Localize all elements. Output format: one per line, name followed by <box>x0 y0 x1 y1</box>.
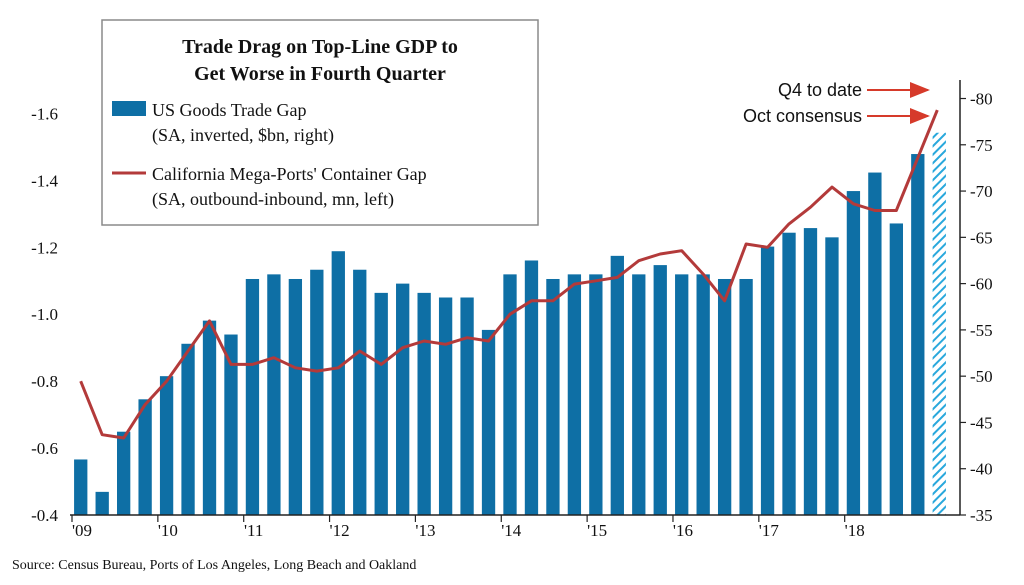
x-tick-label-4: '13 <box>415 521 435 540</box>
left-tick-label-2: -0.8 <box>31 372 58 391</box>
bar-20 <box>503 274 517 515</box>
bar-1 <box>95 491 109 515</box>
legend-frame <box>101 19 539 226</box>
bar-23 <box>567 274 582 515</box>
bar-21 <box>524 260 539 515</box>
bar-series <box>74 154 925 516</box>
x-tick-label-0: '09 <box>72 521 92 540</box>
x-tick-label-7: '16 <box>673 521 693 540</box>
legend-swatch-bars <box>112 101 146 116</box>
bar-30 <box>717 278 732 515</box>
left-tick-label-0: -0.4 <box>31 506 58 525</box>
annotation-oct-consensus: Oct consensus <box>743 106 862 126</box>
bar-22 <box>546 278 560 515</box>
bar-0 <box>74 459 88 515</box>
bar-2 <box>117 431 131 515</box>
bar-18 <box>460 297 474 515</box>
bar-35 <box>825 237 839 515</box>
forecast-bar <box>932 132 946 516</box>
bar-25 <box>610 255 624 515</box>
legend-label-line: California Mega-Ports' Container Gap <box>152 164 427 184</box>
left-tick-label-1: -0.6 <box>31 439 58 458</box>
bar-37 <box>868 172 882 515</box>
bar-19 <box>481 329 496 515</box>
line-path <box>79 109 939 440</box>
left-tick-label-5: -1.4 <box>31 171 58 190</box>
annotation-q4-to-date: Q4 to date <box>778 80 862 100</box>
bar-29 <box>696 274 710 515</box>
right-tick-label-5: -60 <box>970 275 993 294</box>
bar-7 <box>224 334 238 515</box>
legend-detail-line: (SA, outbound-inbound, mn, left) <box>152 189 394 210</box>
x-tick-label-1: '10 <box>158 521 178 540</box>
right-tick-label-8: -75 <box>970 136 993 155</box>
right-tick-label-9: -80 <box>970 90 993 109</box>
right-tick-label-4: -55 <box>970 321 993 340</box>
bar-14 <box>374 292 388 515</box>
left-tick-label-4: -1.2 <box>31 238 58 257</box>
right-tick-label-3: -50 <box>970 367 993 386</box>
bar-3 <box>138 399 152 515</box>
annotations: Q4 to date Oct consensus <box>743 80 930 126</box>
right-tick-label-7: -70 <box>970 182 993 201</box>
bar-32 <box>760 246 775 515</box>
left-tick-label-6: -1.6 <box>31 104 58 123</box>
left-axis-ticks: -0.4 -0.6 -0.8 -1.0 -1.2 -1.4 -1.6 <box>31 104 58 525</box>
bar-27 <box>653 265 667 515</box>
right-tick-label-2: -45 <box>970 413 993 432</box>
bar-6 <box>202 320 217 515</box>
right-axis-ticks: -35 -40 -45 -50 -55 -60 -65 -70 -75 -80 <box>960 90 993 525</box>
x-tick-label-2: '11 <box>244 521 263 540</box>
legend-box: Trade Drag on Top-Line GDP to Get Worse … <box>101 19 539 226</box>
right-tick-label-1: -40 <box>970 460 993 479</box>
x-tick-label-5: '14 <box>501 521 522 540</box>
bar-9 <box>267 274 281 515</box>
bar-15 <box>396 283 410 515</box>
bar-5 <box>181 343 195 515</box>
x-axis-ticks: '09 '10 '11 '12 '13 '14 '15 '16 '17 '18 <box>71 515 865 540</box>
x-tick-label-6: '15 <box>587 521 607 540</box>
chart-title-line-2: Get Worse in Fourth Quarter <box>194 63 446 85</box>
bar-26 <box>632 274 646 515</box>
line-series <box>79 109 939 440</box>
x-tick-label-8: '17 <box>759 521 780 540</box>
axes <box>70 80 961 516</box>
bar-39 <box>911 154 925 516</box>
bar-13 <box>353 269 367 515</box>
bar-4 <box>159 376 174 515</box>
bar-31 <box>739 278 753 515</box>
bar-33 <box>782 232 796 515</box>
source-note: Source: Census Bureau, Ports of Los Ange… <box>12 558 416 573</box>
bar-36 <box>846 191 861 515</box>
x-tick-label-3: '12 <box>330 521 350 540</box>
bar-38 <box>889 223 903 515</box>
bar-12 <box>331 251 345 516</box>
bar-24 <box>589 274 603 515</box>
legend-detail-bars: (SA, inverted, $bn, right) <box>152 125 334 146</box>
x-tick-label-9: '18 <box>845 521 865 540</box>
forecast-bar-group <box>932 132 946 516</box>
bar-10 <box>288 278 303 515</box>
right-tick-label-6: -65 <box>970 228 993 247</box>
bar-11 <box>310 269 324 515</box>
bar-34 <box>803 228 818 515</box>
legend-label-bars: US Goods Trade Gap <box>152 100 307 120</box>
bar-16 <box>417 292 431 515</box>
bar-28 <box>675 274 689 515</box>
right-tick-label-0: -35 <box>970 506 993 525</box>
bar-8 <box>245 278 260 515</box>
left-tick-label-3: -1.0 <box>31 305 58 324</box>
chart-title-line-1: Trade Drag on Top-Line GDP to <box>182 36 458 58</box>
bar-17 <box>438 297 453 515</box>
